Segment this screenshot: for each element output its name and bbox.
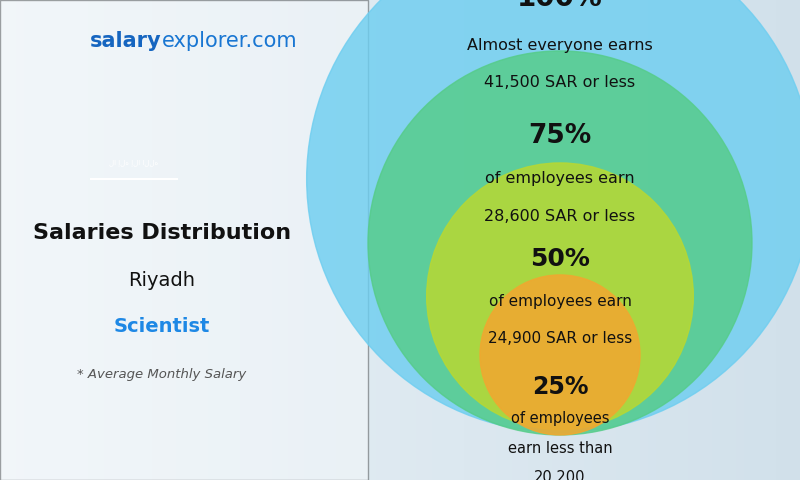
Text: 100%: 100%	[517, 0, 603, 12]
Circle shape	[368, 51, 752, 435]
Circle shape	[426, 163, 694, 430]
Text: 20,200: 20,200	[534, 470, 586, 480]
Circle shape	[306, 0, 800, 432]
Circle shape	[480, 275, 640, 435]
Text: salary: salary	[90, 31, 162, 51]
Text: 41,500 SAR or less: 41,500 SAR or less	[485, 75, 635, 90]
Text: of employees: of employees	[510, 411, 610, 426]
Text: explorer.com: explorer.com	[162, 31, 298, 51]
Text: 50%: 50%	[530, 247, 590, 271]
Text: 24,900 SAR or less: 24,900 SAR or less	[488, 331, 632, 347]
Text: earn less than: earn less than	[508, 441, 612, 456]
Text: Riyadh: Riyadh	[129, 271, 195, 290]
Text: of employees earn: of employees earn	[485, 171, 635, 186]
Text: Scientist: Scientist	[114, 317, 210, 336]
Text: لا إله إلا الله: لا إله إلا الله	[110, 159, 158, 166]
FancyBboxPatch shape	[0, 0, 368, 480]
Text: of employees earn: of employees earn	[489, 294, 631, 309]
Text: 28,600 SAR or less: 28,600 SAR or less	[485, 209, 635, 224]
Text: 75%: 75%	[528, 123, 592, 149]
Text: 25%: 25%	[532, 375, 588, 399]
Text: Almost everyone earns: Almost everyone earns	[467, 38, 653, 53]
Text: Salaries Distribution: Salaries Distribution	[33, 223, 291, 243]
Text: * Average Monthly Salary: * Average Monthly Salary	[78, 368, 246, 381]
